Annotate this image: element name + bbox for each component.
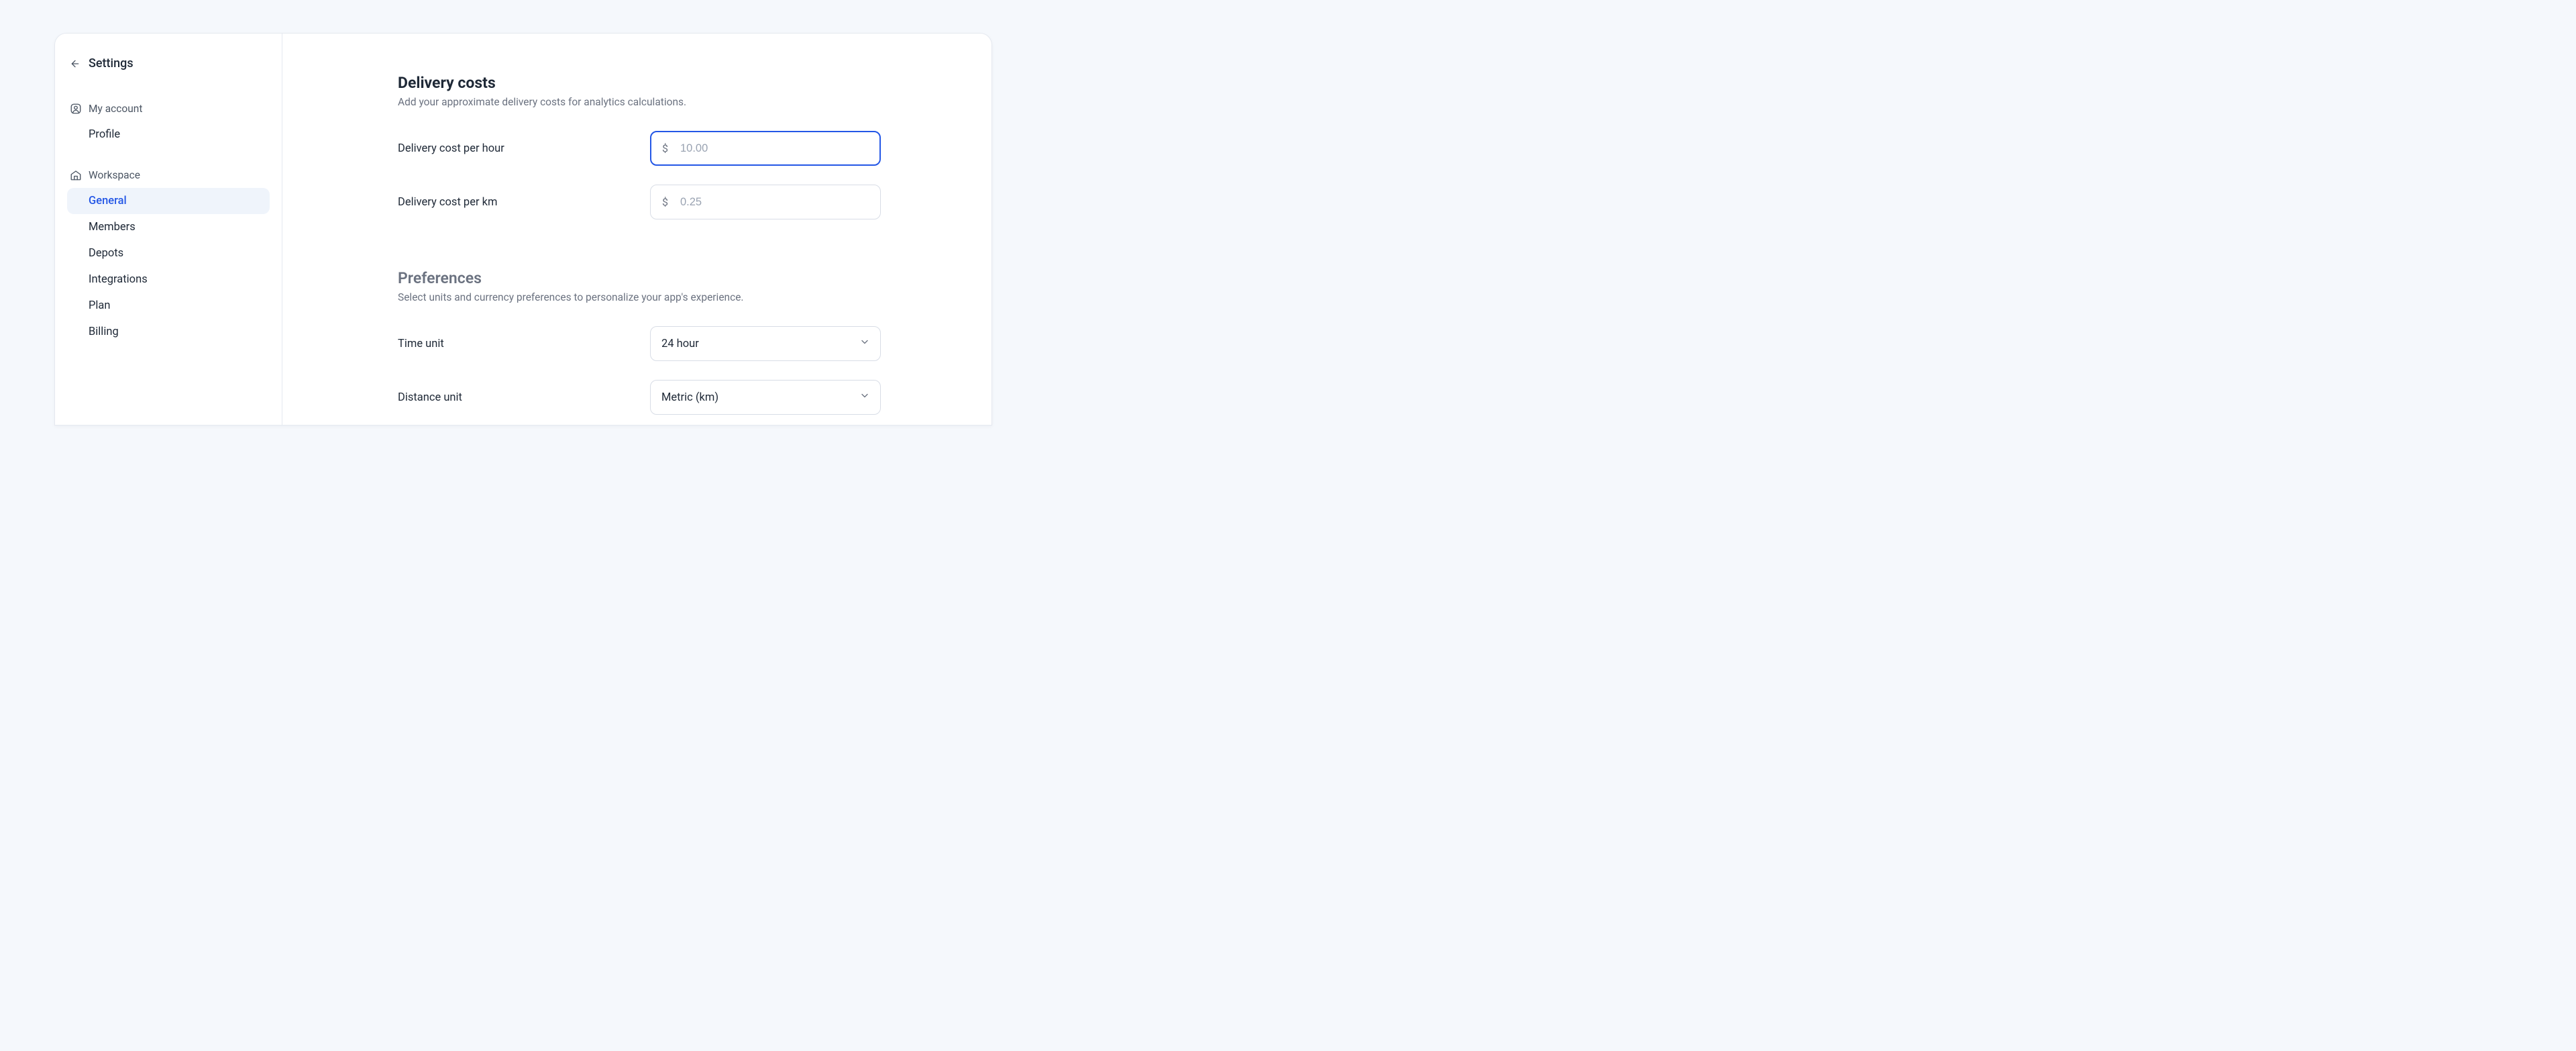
row-distance-unit: Distance unit Metric (km) [398, 380, 881, 415]
nav-item-general[interactable]: General [67, 188, 270, 214]
row-time-unit: Time unit 24 hour [398, 326, 881, 361]
delivery-costs-subtitle: Add your approximate delivery costs for … [398, 96, 881, 108]
row-cost-per-hour: Delivery cost per hour $ [398, 131, 881, 166]
chevron-down-icon [859, 337, 870, 351]
main-panel: Delivery costs Add your approximate deli… [282, 34, 991, 425]
nav-item-members[interactable]: Members [67, 214, 270, 240]
input-cost-per-hour[interactable] [650, 131, 881, 166]
select-distance-unit-value: Metric (km) [661, 391, 718, 404]
select-distance-unit[interactable]: Metric (km) [650, 380, 881, 415]
preferences-title: Preferences [398, 269, 881, 287]
nav-list-account: Profile [67, 121, 270, 148]
nav-item-integrations[interactable]: Integrations [67, 266, 270, 293]
back-to-settings[interactable]: Settings [67, 52, 270, 74]
nav-list-workspace: General Members Depots Integrations Plan… [67, 188, 270, 345]
chevron-down-icon [859, 391, 870, 405]
label-distance-unit: Distance unit [398, 391, 462, 404]
user-icon [70, 103, 82, 115]
row-cost-per-km: Delivery cost per km $ [398, 185, 881, 219]
delivery-costs-title: Delivery costs [398, 74, 881, 92]
preferences-subtitle: Select units and currency preferences to… [398, 291, 881, 303]
label-cost-per-hour: Delivery cost per hour [398, 142, 504, 155]
sidebar-section-workspace-label: Workspace [89, 169, 140, 181]
sidebar-section-account: My account [67, 100, 270, 117]
sidebar: Settings My account Profile Workspace [55, 34, 282, 425]
select-time-unit[interactable]: 24 hour [650, 326, 881, 361]
input-wrap-cost-per-hour: $ [650, 131, 881, 166]
workspace-icon [70, 169, 82, 181]
select-time-unit-value: 24 hour [661, 338, 699, 350]
label-time-unit: Time unit [398, 338, 444, 350]
label-cost-per-km: Delivery cost per km [398, 196, 497, 209]
nav-item-depots[interactable]: Depots [67, 240, 270, 266]
back-label: Settings [89, 56, 133, 70]
input-cost-per-km[interactable] [650, 185, 881, 219]
nav-item-profile[interactable]: Profile [67, 121, 270, 148]
nav-item-plan[interactable]: Plan [67, 293, 270, 319]
arrow-left-icon [70, 58, 80, 69]
input-wrap-cost-per-km: $ [650, 185, 881, 219]
nav-item-billing[interactable]: Billing [67, 319, 270, 345]
sidebar-section-account-label: My account [89, 103, 142, 115]
settings-card: Settings My account Profile Workspace [54, 33, 992, 426]
sidebar-section-workspace: Workspace [67, 166, 270, 184]
